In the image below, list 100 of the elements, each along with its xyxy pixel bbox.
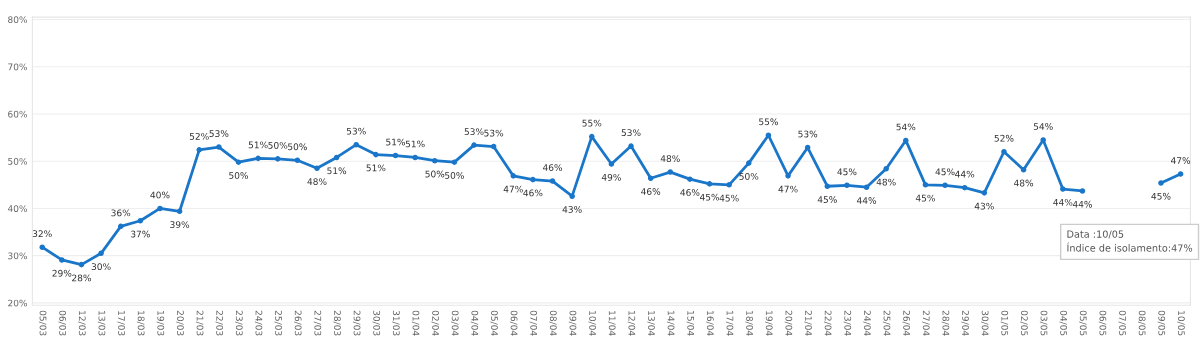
data-label: 29% <box>52 269 72 277</box>
point <box>746 160 752 166</box>
x-tick-label: 17/03 <box>117 311 125 336</box>
data-label: 44% <box>1053 198 1073 206</box>
point <box>785 173 791 179</box>
point <box>530 176 536 183</box>
x-tick-label: 21/04 <box>804 310 812 336</box>
x-tick-label: 03/04 <box>451 310 459 336</box>
data-label: 50% <box>229 172 249 179</box>
point <box>922 182 929 188</box>
x-tick-label: 09/05 <box>1157 310 1166 336</box>
point <box>235 159 242 165</box>
x-tick-label: 21/03 <box>195 310 204 336</box>
x-tick-label: 05/04 <box>490 310 498 336</box>
data-label: 47% <box>1171 157 1191 164</box>
point <box>1001 148 1007 155</box>
point <box>137 217 144 224</box>
x-tick-label: 11/04 <box>608 311 616 336</box>
x-tick-label: 23/04 <box>843 310 852 336</box>
x-tick-label: 01/04 <box>411 310 420 336</box>
data-label: 51% <box>386 138 406 146</box>
x-tick-label: 29/03 <box>352 310 361 336</box>
data-label: 55% <box>582 119 602 127</box>
data-label: 46% <box>542 164 563 171</box>
x-tick-label: 28/03 <box>333 310 341 336</box>
y-tick-label: 60% <box>8 110 28 118</box>
point <box>981 190 988 196</box>
data-label: 46% <box>523 189 543 197</box>
x-tick-label: 23/03 <box>235 310 243 336</box>
data-label: 48% <box>307 178 327 186</box>
data-label: 47% <box>503 185 523 193</box>
x-tick-label: 26/04 <box>902 310 911 336</box>
x-tick-label: 03/05 <box>1039 310 1048 336</box>
y-tick-label: 50% <box>8 157 28 165</box>
point <box>59 257 65 263</box>
x-tick-label: 16/04 <box>706 311 714 336</box>
data-label: 45% <box>719 194 739 202</box>
point <box>942 182 948 189</box>
x-tick-label: 02/05 <box>1020 310 1028 336</box>
y-tick-label: 70% <box>8 63 28 71</box>
x-tick-label: 22/04 <box>823 310 832 336</box>
data-label: 32% <box>32 230 52 238</box>
point <box>471 142 477 148</box>
data-label: 36% <box>111 209 131 217</box>
x-tick-label: 29/04 <box>961 310 969 336</box>
data-label: 28% <box>72 274 91 282</box>
x-tick-label: 18/04 <box>745 311 753 336</box>
x-tick-label: 22/03 <box>215 310 224 336</box>
data-label: 46% <box>680 189 700 196</box>
point <box>294 157 301 164</box>
point <box>608 161 615 167</box>
data-label: 51% <box>327 167 347 175</box>
point <box>549 178 556 184</box>
data-label: 53% <box>798 130 818 138</box>
x-tick-label: 07/04 <box>529 310 538 336</box>
data-label: 46% <box>641 188 661 195</box>
data-label: 49% <box>601 173 621 181</box>
x-tick-label: 24/04 <box>863 310 871 336</box>
data-label: 51% <box>248 141 268 149</box>
x-tick-label: 25/04 <box>882 310 891 336</box>
data-label: 45% <box>837 168 857 176</box>
point <box>883 165 889 172</box>
point <box>844 182 850 189</box>
data-label: 30% <box>91 263 111 271</box>
x-tick-label: 07/05 <box>1118 310 1126 336</box>
x-tick-label: 10/04 <box>588 311 596 336</box>
x-tick-label: 04/05 <box>1059 310 1068 336</box>
data-label: 45% <box>915 194 935 202</box>
data-label: 40% <box>150 191 170 199</box>
y-tick-label: 30% <box>8 252 28 260</box>
point <box>726 182 732 188</box>
x-tick-label: 13/03 <box>97 311 106 336</box>
x-tick-label: 26/03 <box>294 310 302 336</box>
data-label: 44% <box>955 170 975 178</box>
data-label: 52% <box>189 132 209 140</box>
data-label: 53% <box>209 130 229 137</box>
x-tick-label: 10/05 <box>1177 311 1185 336</box>
point <box>1040 137 1046 143</box>
data-label: 44% <box>856 197 877 204</box>
x-tick-label: 20/03 <box>176 310 184 336</box>
x-tick-label: 05/03 <box>38 310 47 336</box>
point <box>274 156 281 162</box>
x-tick-label: 14/04 <box>666 311 675 336</box>
point <box>1177 171 1184 177</box>
point <box>569 193 575 199</box>
data-label: 53% <box>484 129 504 137</box>
point <box>1079 188 1086 194</box>
point <box>157 205 163 212</box>
point <box>117 223 124 230</box>
point <box>1020 166 1027 173</box>
point <box>687 176 693 182</box>
data-label: 50% <box>288 143 307 151</box>
data-label: 44% <box>1072 200 1092 208</box>
point <box>255 155 261 162</box>
x-tick-label: 08/04 <box>549 310 557 336</box>
data-label: 39% <box>170 221 190 228</box>
data-label: 50% <box>425 170 445 178</box>
point <box>706 181 713 187</box>
point <box>314 165 320 172</box>
data-label: 50% <box>268 141 288 149</box>
